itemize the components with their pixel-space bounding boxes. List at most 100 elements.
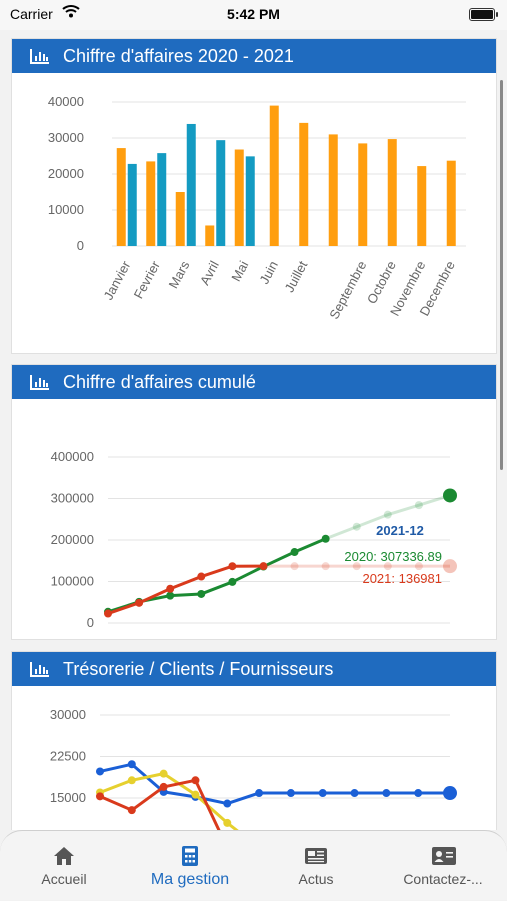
tab-actus[interactable]: Actus [253,831,379,901]
tooltip-green-value: 2020: 307336.89 [344,549,442,564]
bar-2020 [205,225,214,246]
data-point [128,760,136,768]
treasury-line-chart: 15000225003000012/2021 [12,686,496,830]
bar-chart-icon [30,661,50,677]
bar-2021 [128,164,137,246]
bar-2020 [235,150,244,246]
series-segment [201,582,232,594]
data-point [223,819,231,827]
y-tick-label: 10000 [48,202,84,217]
bar-2020 [417,166,426,246]
data-point [384,511,392,519]
tooltip-red-value: 2021: 136981 [362,571,442,586]
x-tick-label: Mai [228,258,251,284]
series-segment [201,566,232,576]
treasury-card: Trésorerie / Clients / Fournisseurs 1500… [11,651,497,830]
bar-2020 [358,143,367,246]
data-point [135,599,143,607]
data-point [160,783,168,791]
dashboard-scroll[interactable]: Chiffre d'affaires 2020 - 2021 0 10000 200… [0,30,507,830]
bar-2020 [388,139,397,246]
tab-contact-label: Contactez-... [403,871,482,887]
series-segment [388,505,419,515]
data-point [166,585,174,593]
x-tick-label: Mars [166,258,193,291]
data-point [382,789,390,797]
bar-2020 [299,123,308,246]
bar-2020 [146,161,155,246]
series-segment [170,594,201,596]
tab-accueil[interactable]: Accueil [1,831,127,901]
y-tick-label: 20000 [48,166,84,181]
bar-2020 [117,148,126,246]
data-point [322,535,330,543]
data-point [197,573,205,581]
data-point [414,789,422,797]
data-point [128,806,136,814]
revenue-card-title: Chiffre d'affaires 2020 - 2021 [63,46,294,67]
series-segment [326,527,357,539]
y-tick-label: 15000 [50,790,86,805]
y-tick-label: 0 [77,238,84,253]
y-tick-label: 300000 [51,491,94,506]
y-tick-label: 0 [87,615,94,630]
data-point [160,770,168,778]
bar-2020 [447,161,456,246]
data-point [259,562,267,570]
y-tick-label: 22500 [50,749,86,764]
x-tick-label: Septembre [326,258,369,321]
bar-2021 [157,153,166,246]
tab-ma-gestion-label: Ma gestion [151,871,229,888]
series-segment [108,603,139,614]
tab-ma-gestion[interactable]: Ma gestion [127,831,253,901]
x-tick-label: Fevrier [131,258,164,301]
data-point [415,501,423,509]
bar-2021 [216,140,225,246]
bar-2020 [176,192,185,246]
tab-accueil-label: Accueil [41,871,86,887]
revenue-card: Chiffre d'affaires 2020 - 2021 0 10000 200… [11,38,497,354]
status-bar: Carrier 5:42 PM [0,0,507,30]
data-point [255,789,263,797]
cumulative-card-header[interactable]: Chiffre d'affaires cumulé [12,365,496,399]
bar-2021 [187,124,196,246]
bar-chart-icon [30,374,50,390]
data-point [166,592,174,600]
home-icon [52,845,76,867]
data-point [291,548,299,556]
y-tick-label: 200000 [51,532,94,547]
series-segment [232,567,263,582]
x-tick-label: Janvier [100,258,133,303]
treasury-card-header[interactable]: Trésorerie / Clients / Fournisseurs [12,652,496,686]
data-point [96,792,104,800]
tab-contact[interactable]: Contactez-... [380,831,506,901]
x-tick-label: Juillet [282,258,311,295]
data-point [351,789,359,797]
data-point [223,800,231,808]
series-segment [295,539,326,552]
y-tick-label: 400000 [51,449,94,464]
data-point [443,786,457,800]
tab-actus-label: Actus [298,871,333,887]
data-point [353,523,361,531]
series-segment [263,552,294,567]
y-tick-label: 30000 [48,130,84,145]
revenue-card-header[interactable]: Chiffre d'affaires 2020 - 2021 [12,39,496,73]
y-tick-label: 40000 [48,94,84,109]
bar-2021 [246,156,255,246]
data-point [197,590,205,598]
bar-2020 [270,106,279,246]
data-point [319,789,327,797]
scrollbar[interactable] [500,80,503,470]
cumulative-card-title: Chiffre d'affaires cumulé [63,372,256,393]
data-point [228,578,236,586]
x-tick-label: Avril [197,258,222,287]
tab-bar: Accueil Ma gestion Actus Contactez-... [0,830,507,900]
data-point [443,488,457,502]
data-point [291,562,299,570]
treasury-card-title: Trésorerie / Clients / Fournisseurs [63,659,333,680]
bar-2020 [329,134,338,246]
